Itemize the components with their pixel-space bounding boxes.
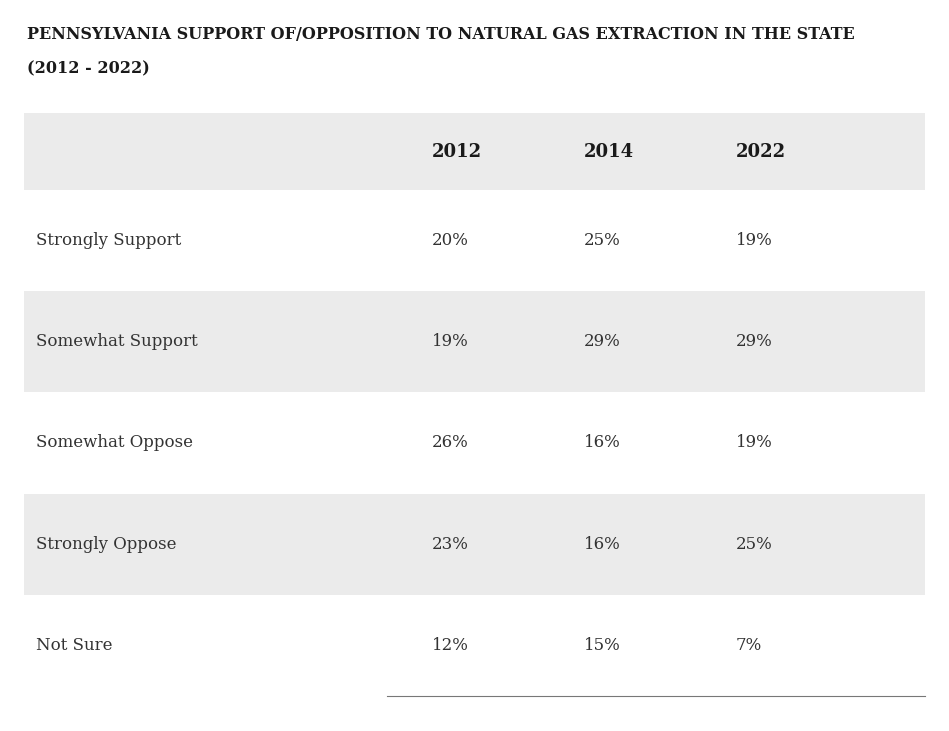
Text: 29%: 29% [735,333,772,350]
Text: 23%: 23% [432,536,469,553]
Text: 19%: 19% [432,333,469,350]
Text: 2014: 2014 [584,143,634,161]
Text: 20%: 20% [432,232,469,249]
Text: PENNSYLVANIA SUPPORT OF/OPPOSITION TO NATURAL GAS EXTRACTION IN THE STATE: PENNSYLVANIA SUPPORT OF/OPPOSITION TO NA… [27,26,854,42]
Text: 26%: 26% [432,434,469,452]
Text: Strongly Support: Strongly Support [36,232,181,249]
Text: 2012: 2012 [432,143,482,161]
Text: (2012 - 2022): (2012 - 2022) [27,60,149,77]
Text: 19%: 19% [735,232,772,249]
Text: Not Sure: Not Sure [36,637,113,654]
Text: 16%: 16% [584,536,621,553]
Text: 19%: 19% [735,434,772,452]
Text: 2022: 2022 [735,143,786,161]
Text: 29%: 29% [584,333,621,350]
Text: 12%: 12% [432,637,469,654]
Text: 25%: 25% [584,232,621,249]
Text: 15%: 15% [584,637,621,654]
Text: Somewhat Support: Somewhat Support [36,333,197,350]
Text: 25%: 25% [735,536,772,553]
Text: Strongly Oppose: Strongly Oppose [36,536,177,553]
Text: 7%: 7% [735,637,762,654]
Text: 16%: 16% [584,434,621,452]
Text: Somewhat Oppose: Somewhat Oppose [36,434,193,452]
